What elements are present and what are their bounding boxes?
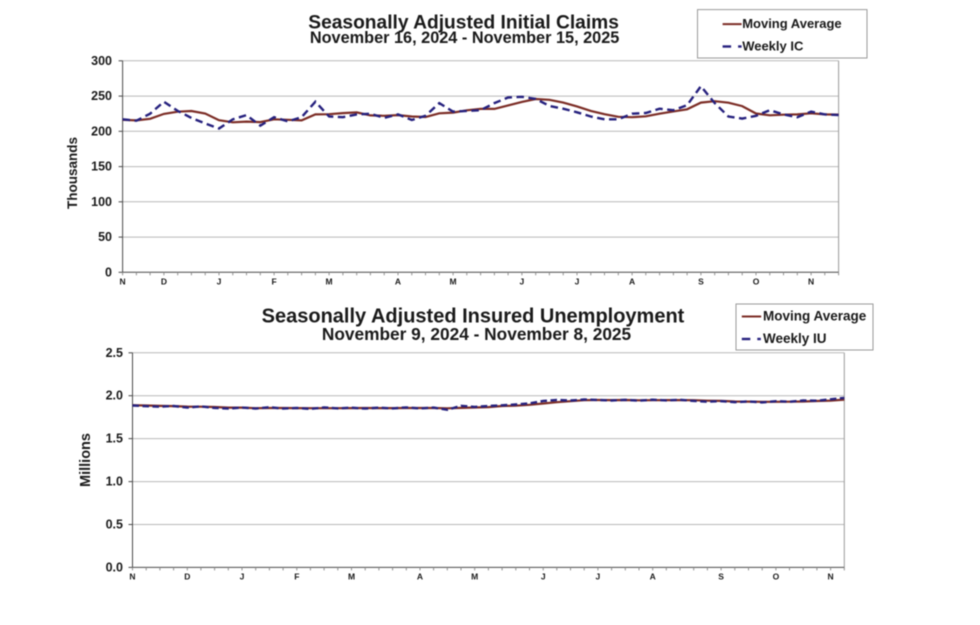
svg-text:J: J xyxy=(520,276,525,286)
svg-text:N: N xyxy=(828,571,834,581)
svg-text:J: J xyxy=(596,571,601,581)
svg-text:2.5: 2.5 xyxy=(106,346,123,360)
svg-text:0.0: 0.0 xyxy=(106,560,123,574)
svg-text:J: J xyxy=(240,571,245,581)
svg-text:D: D xyxy=(184,571,190,581)
svg-text:A: A xyxy=(417,571,423,581)
svg-text:M: M xyxy=(450,276,457,286)
svg-text:O: O xyxy=(773,571,780,581)
svg-text:Millions: Millions xyxy=(78,433,94,487)
svg-text:2.0: 2.0 xyxy=(106,389,123,403)
svg-text:Weekly IC: Weekly IC xyxy=(742,39,804,54)
svg-text:Seasonally Adjusted Insured Un: Seasonally Adjusted Insured Unemployment xyxy=(262,306,685,328)
svg-text:M: M xyxy=(471,571,478,581)
svg-text:M: M xyxy=(326,276,333,286)
svg-text:Weekly IU: Weekly IU xyxy=(763,331,827,346)
svg-text:0: 0 xyxy=(105,265,112,279)
svg-text:A: A xyxy=(395,276,401,286)
svg-text:100: 100 xyxy=(91,195,112,209)
svg-text:J: J xyxy=(575,276,580,286)
svg-text:Moving Average: Moving Average xyxy=(742,16,841,31)
svg-text:N: N xyxy=(129,571,135,581)
svg-text:F: F xyxy=(271,276,276,286)
svg-text:J: J xyxy=(217,276,222,286)
svg-text:A: A xyxy=(650,571,656,581)
svg-text:November 16, 2024 - November 1: November 16, 2024 - November 15, 2025 xyxy=(310,29,620,47)
svg-text:Moving Average: Moving Average xyxy=(763,309,867,324)
svg-text:N: N xyxy=(120,276,126,286)
svg-text:S: S xyxy=(698,276,704,286)
svg-text:November 9, 2024 - November 8,: November 9, 2024 - November 8, 2025 xyxy=(322,324,632,344)
svg-text:150: 150 xyxy=(91,160,112,174)
svg-text:A: A xyxy=(629,276,635,286)
svg-text:N: N xyxy=(808,276,814,286)
svg-text:J: J xyxy=(541,571,546,581)
svg-text:Thousands: Thousands xyxy=(65,137,80,209)
svg-text:D: D xyxy=(161,276,167,286)
svg-text:1.5: 1.5 xyxy=(106,432,123,446)
svg-text:M: M xyxy=(348,571,355,581)
svg-text:O: O xyxy=(753,276,760,286)
svg-text:300: 300 xyxy=(91,54,112,68)
svg-text:50: 50 xyxy=(98,230,112,244)
svg-text:Seasonally Adjusted Initial Cl: Seasonally Adjusted Initial Claims xyxy=(308,12,619,33)
svg-text:0.5: 0.5 xyxy=(106,518,123,532)
svg-text:F: F xyxy=(294,571,299,581)
svg-text:1.0: 1.0 xyxy=(106,475,123,489)
svg-text:200: 200 xyxy=(91,124,112,138)
svg-text:S: S xyxy=(718,571,724,581)
svg-text:250: 250 xyxy=(91,89,112,103)
